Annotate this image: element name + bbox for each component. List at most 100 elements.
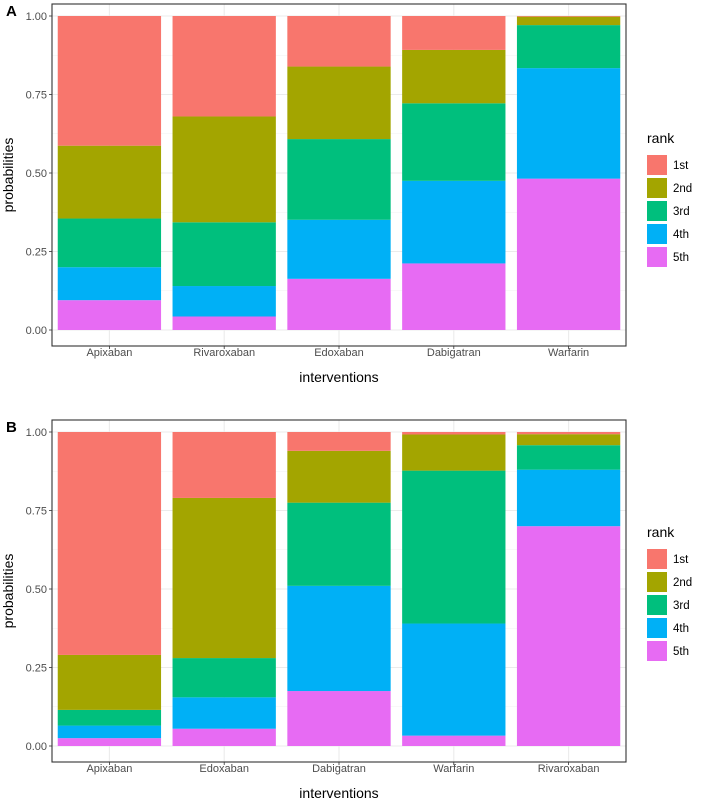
bar-segment	[172, 222, 276, 287]
bar-segment	[57, 432, 162, 655]
x-tick-label: Dabigatran	[427, 347, 481, 359]
bar-segment	[172, 116, 276, 223]
legend-label: 2nd	[673, 183, 692, 195]
y-tick-label: 0.25	[26, 663, 47, 675]
y-tick-label: 0.25	[26, 247, 47, 259]
legend-swatch	[647, 155, 667, 175]
bar-segment	[287, 432, 391, 451]
x-tick-label: Dabigatran	[312, 763, 366, 775]
bar-segment	[172, 728, 276, 746]
bar-segment	[516, 178, 621, 330]
bar-segment	[172, 497, 276, 659]
legend-swatch	[647, 618, 667, 638]
bar-segment	[287, 139, 391, 220]
legend-label: 4th	[673, 623, 689, 635]
bar-segment	[57, 709, 162, 726]
bar-segment	[516, 526, 621, 746]
x-tick-label: Warfarin	[433, 763, 474, 775]
bar-segment	[516, 16, 621, 17]
bar-segment	[402, 432, 506, 435]
bar-segment	[57, 654, 162, 710]
bar-segment	[402, 103, 506, 181]
bar-segment	[287, 219, 391, 279]
legend-label: 2nd	[673, 577, 692, 589]
bar-segment	[516, 469, 621, 527]
legend-label: 4th	[673, 229, 689, 241]
bar-segment	[402, 434, 506, 471]
panel-b: 0.00 0.25 0.50 0.75 1.00 Apixaban Edoxaban Dabi…	[0, 419, 692, 800]
bar-segment	[402, 735, 506, 746]
bar-segment	[516, 434, 621, 446]
bar-segment	[57, 267, 162, 301]
bar-segment	[516, 68, 621, 179]
y-tick-label: 0.50	[26, 584, 47, 596]
bar-segment	[402, 180, 506, 264]
bar-segment	[402, 470, 506, 624]
legend-label: 1st	[673, 160, 689, 172]
bar-segment	[287, 502, 391, 586]
y-tick-label: 0.75	[26, 506, 47, 518]
x-tick-label: Rivaroxaban	[193, 347, 255, 359]
bar-segment	[287, 450, 391, 503]
x-tick-label: Apixaban	[86, 347, 132, 359]
y-tick-label: 1.00	[26, 427, 47, 439]
y-tick-label: 0.50	[26, 168, 47, 180]
legend-swatch	[647, 641, 667, 661]
bar-segment	[172, 432, 276, 498]
bar-segment	[57, 218, 162, 268]
legend-swatch	[647, 224, 667, 244]
legend-label: 5th	[673, 646, 689, 658]
legend-swatch	[647, 247, 667, 267]
bar-segment	[172, 16, 276, 117]
bar-segment	[287, 66, 391, 140]
bar-segment	[57, 16, 162, 146]
bar-segment	[287, 278, 391, 330]
bar-segment	[287, 16, 391, 67]
legend-label: 1st	[673, 554, 689, 566]
legend-swatch	[647, 549, 667, 569]
bar-segment	[172, 316, 276, 330]
legend-label: 5th	[673, 252, 689, 264]
y-axis-title: probabilities	[0, 554, 16, 629]
legend-title: rank	[647, 524, 675, 540]
bar-segment	[287, 585, 391, 692]
legend-swatch	[647, 201, 667, 221]
bar-segment	[57, 738, 162, 746]
bar-segment	[516, 25, 621, 69]
x-tick-label: Warfarin	[548, 347, 589, 359]
bar-segment	[57, 145, 162, 219]
bar-segment	[516, 445, 621, 470]
y-tick-label: 0.00	[26, 325, 47, 337]
bar-segment	[287, 691, 391, 746]
bar-segment	[516, 432, 621, 435]
y-tick-label: 0.75	[26, 90, 47, 102]
legend-label: 3rd	[673, 206, 690, 218]
bar-segment	[57, 300, 162, 330]
legend-swatch	[647, 572, 667, 592]
bar-segment	[402, 623, 506, 736]
legend-title: rank	[647, 130, 675, 146]
x-tick-label: Edoxaban	[199, 763, 249, 775]
panel-label: B	[6, 419, 17, 436]
bar-segment	[172, 658, 276, 698]
bar-segment	[172, 697, 276, 729]
x-tick-label: Rivaroxaban	[538, 763, 600, 775]
bar-segment	[57, 725, 162, 739]
bar-segment	[402, 16, 506, 50]
x-tick-label: Edoxaban	[314, 347, 364, 359]
bar-segment	[402, 263, 506, 330]
legend-label: 3rd	[673, 600, 690, 612]
x-tick-label: Apixaban	[86, 763, 132, 775]
y-tick-label: 0.00	[26, 741, 47, 753]
panel-label: A	[6, 3, 17, 20]
bar-segment	[402, 49, 506, 104]
y-tick-label: 1.00	[26, 11, 47, 23]
x-axis-title: interventions	[299, 369, 378, 385]
y-axis-title: probabilities	[0, 138, 16, 213]
bar-segment	[172, 286, 276, 317]
legend-swatch	[647, 178, 667, 198]
legend-swatch	[647, 595, 667, 615]
bar-segment	[516, 16, 621, 26]
panel-a: 0.00 0.25 0.50 0.75 1.00 Apixaban Rivaroxaban E…	[0, 3, 692, 385]
